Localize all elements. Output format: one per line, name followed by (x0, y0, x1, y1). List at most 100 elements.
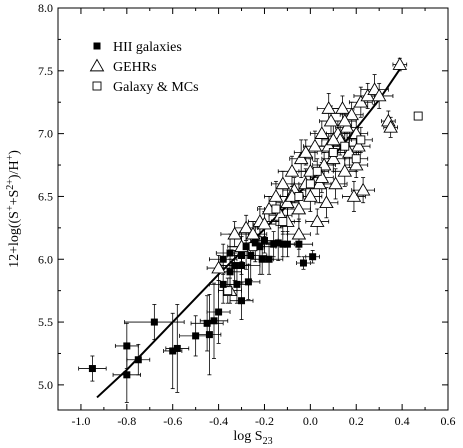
hii-galaxy-point (238, 262, 246, 270)
galaxy-mc-point (278, 217, 288, 227)
hii-galaxy-point (205, 331, 213, 339)
gehr-point (335, 101, 350, 114)
gehr-point (291, 201, 307, 215)
hii-galaxy-point (192, 332, 200, 340)
y-tick-label: 5.0 (38, 378, 53, 392)
gehr-point (328, 176, 343, 190)
hii-galaxy-point (299, 259, 307, 267)
hii-galaxy-point (260, 236, 268, 244)
hii-galaxy-point (173, 344, 181, 352)
legend-entry: HII galaxies (93, 40, 182, 55)
hii-galaxy-point (226, 249, 234, 257)
y-tick-label: 6.5 (38, 189, 53, 203)
legend-label: Galaxy & MCs (113, 80, 199, 95)
galaxy-mc-point (413, 111, 423, 121)
gehr-point (312, 176, 327, 190)
gehr-point (351, 138, 366, 152)
gehr-point (355, 182, 371, 196)
x-tick-label: -0.8 (117, 414, 136, 428)
hii-galaxy-point (123, 342, 131, 350)
x-axis-label: log S23 (233, 429, 272, 447)
galaxy-mc-point (340, 141, 350, 151)
gehr-point (392, 57, 408, 70)
gehr-point (238, 220, 254, 234)
legend-marker (92, 81, 102, 91)
gehr-point (383, 119, 398, 133)
hii-galaxy-point (238, 297, 246, 305)
gehr-point (346, 189, 362, 202)
gehr-point (360, 88, 375, 102)
x-tick-label: -1.0 (71, 414, 90, 428)
plot-frame (57, 7, 449, 411)
hii-galaxy-point (226, 268, 234, 276)
y-tick-label: 6.0 (38, 252, 53, 266)
galaxy-mc-point (351, 154, 361, 164)
hii-galaxy-point (231, 262, 239, 270)
gehr-point (319, 195, 334, 209)
gehr-point (326, 151, 341, 165)
hii-galaxy-point (247, 251, 255, 259)
gehr-point (314, 126, 330, 139)
y-axis-label: 12+log((S++S2+)/H+) (5, 150, 22, 268)
x-tick-label: 0.0 (303, 414, 318, 428)
gehr-point (344, 107, 359, 121)
gehr-point (303, 189, 318, 202)
gehr-point (275, 176, 291, 190)
y-tick-label: 8.0 (38, 1, 53, 15)
y-tick-label: 7.5 (38, 64, 53, 78)
hii-galaxy-point (88, 365, 96, 373)
gehr-point (309, 214, 325, 227)
galaxy-mc-point (223, 286, 233, 296)
hii-galaxy-point (283, 240, 291, 248)
hii-galaxy-point (295, 240, 303, 248)
x-tick-label: -0.4 (209, 414, 228, 428)
x-tick-label: 0.4 (395, 414, 410, 428)
hii-galaxy-point (219, 280, 227, 288)
hii-galaxy-point (219, 255, 227, 263)
y-tick-label: 5.5 (38, 315, 53, 329)
hii-galaxy-point (233, 280, 241, 288)
hii-galaxy-point (309, 253, 317, 261)
gehr-point (371, 88, 387, 102)
gehr-point (307, 138, 323, 152)
x-tick-label: -0.2 (255, 414, 274, 428)
gehr-point (268, 189, 284, 202)
legend-entry: GEHRs (89, 58, 157, 75)
x-tick-label: 0.6 (441, 414, 456, 428)
gehr-point (245, 226, 261, 240)
gehr-point (298, 145, 314, 158)
gehr-point (348, 157, 364, 171)
gehr-point (339, 119, 355, 133)
gehr-point (280, 195, 295, 209)
gehr-point (291, 226, 307, 240)
hii-galaxy-point (244, 278, 252, 286)
hii-galaxy-point (242, 243, 250, 251)
galaxy-mc-point (271, 204, 281, 214)
gehr-point (257, 216, 272, 230)
hii-galaxy-point (251, 239, 259, 247)
gehr-point (293, 151, 309, 165)
hii-galaxy-point (215, 308, 223, 316)
legend-label: GEHRs (113, 60, 157, 75)
gehr-point (337, 113, 353, 127)
gehr-point (323, 113, 339, 127)
points-layer (88, 57, 423, 379)
galaxy-mc-point (294, 191, 304, 201)
gehr-point (314, 170, 330, 183)
legend: HII galaxies GEHRs Galaxy & MCs (89, 40, 199, 95)
gehr-point (337, 163, 353, 177)
hii-galaxy-point (210, 317, 218, 325)
legend-marker (89, 58, 105, 72)
galaxy-mc-point (328, 148, 338, 157)
hii-galaxy-point (265, 255, 273, 263)
x-tick-label: 0.2 (349, 414, 364, 428)
gehr-point (284, 163, 300, 177)
hii-galaxy-point (123, 371, 131, 379)
x-tick-label: -0.6 (163, 414, 182, 428)
galaxy-mc-point (305, 179, 315, 189)
y-tick-label: 7.0 (38, 127, 53, 141)
legend-entry: Galaxy & MCs (92, 80, 199, 95)
galaxy-mc-point (312, 166, 322, 176)
ticks-layer: -1.0 -0.8 -0.6 -0.4 -0.2 0.0 0.2 0.4 0.6 5.0 5.5 6.… (38, 1, 456, 428)
hii-galaxy-point (150, 318, 158, 326)
